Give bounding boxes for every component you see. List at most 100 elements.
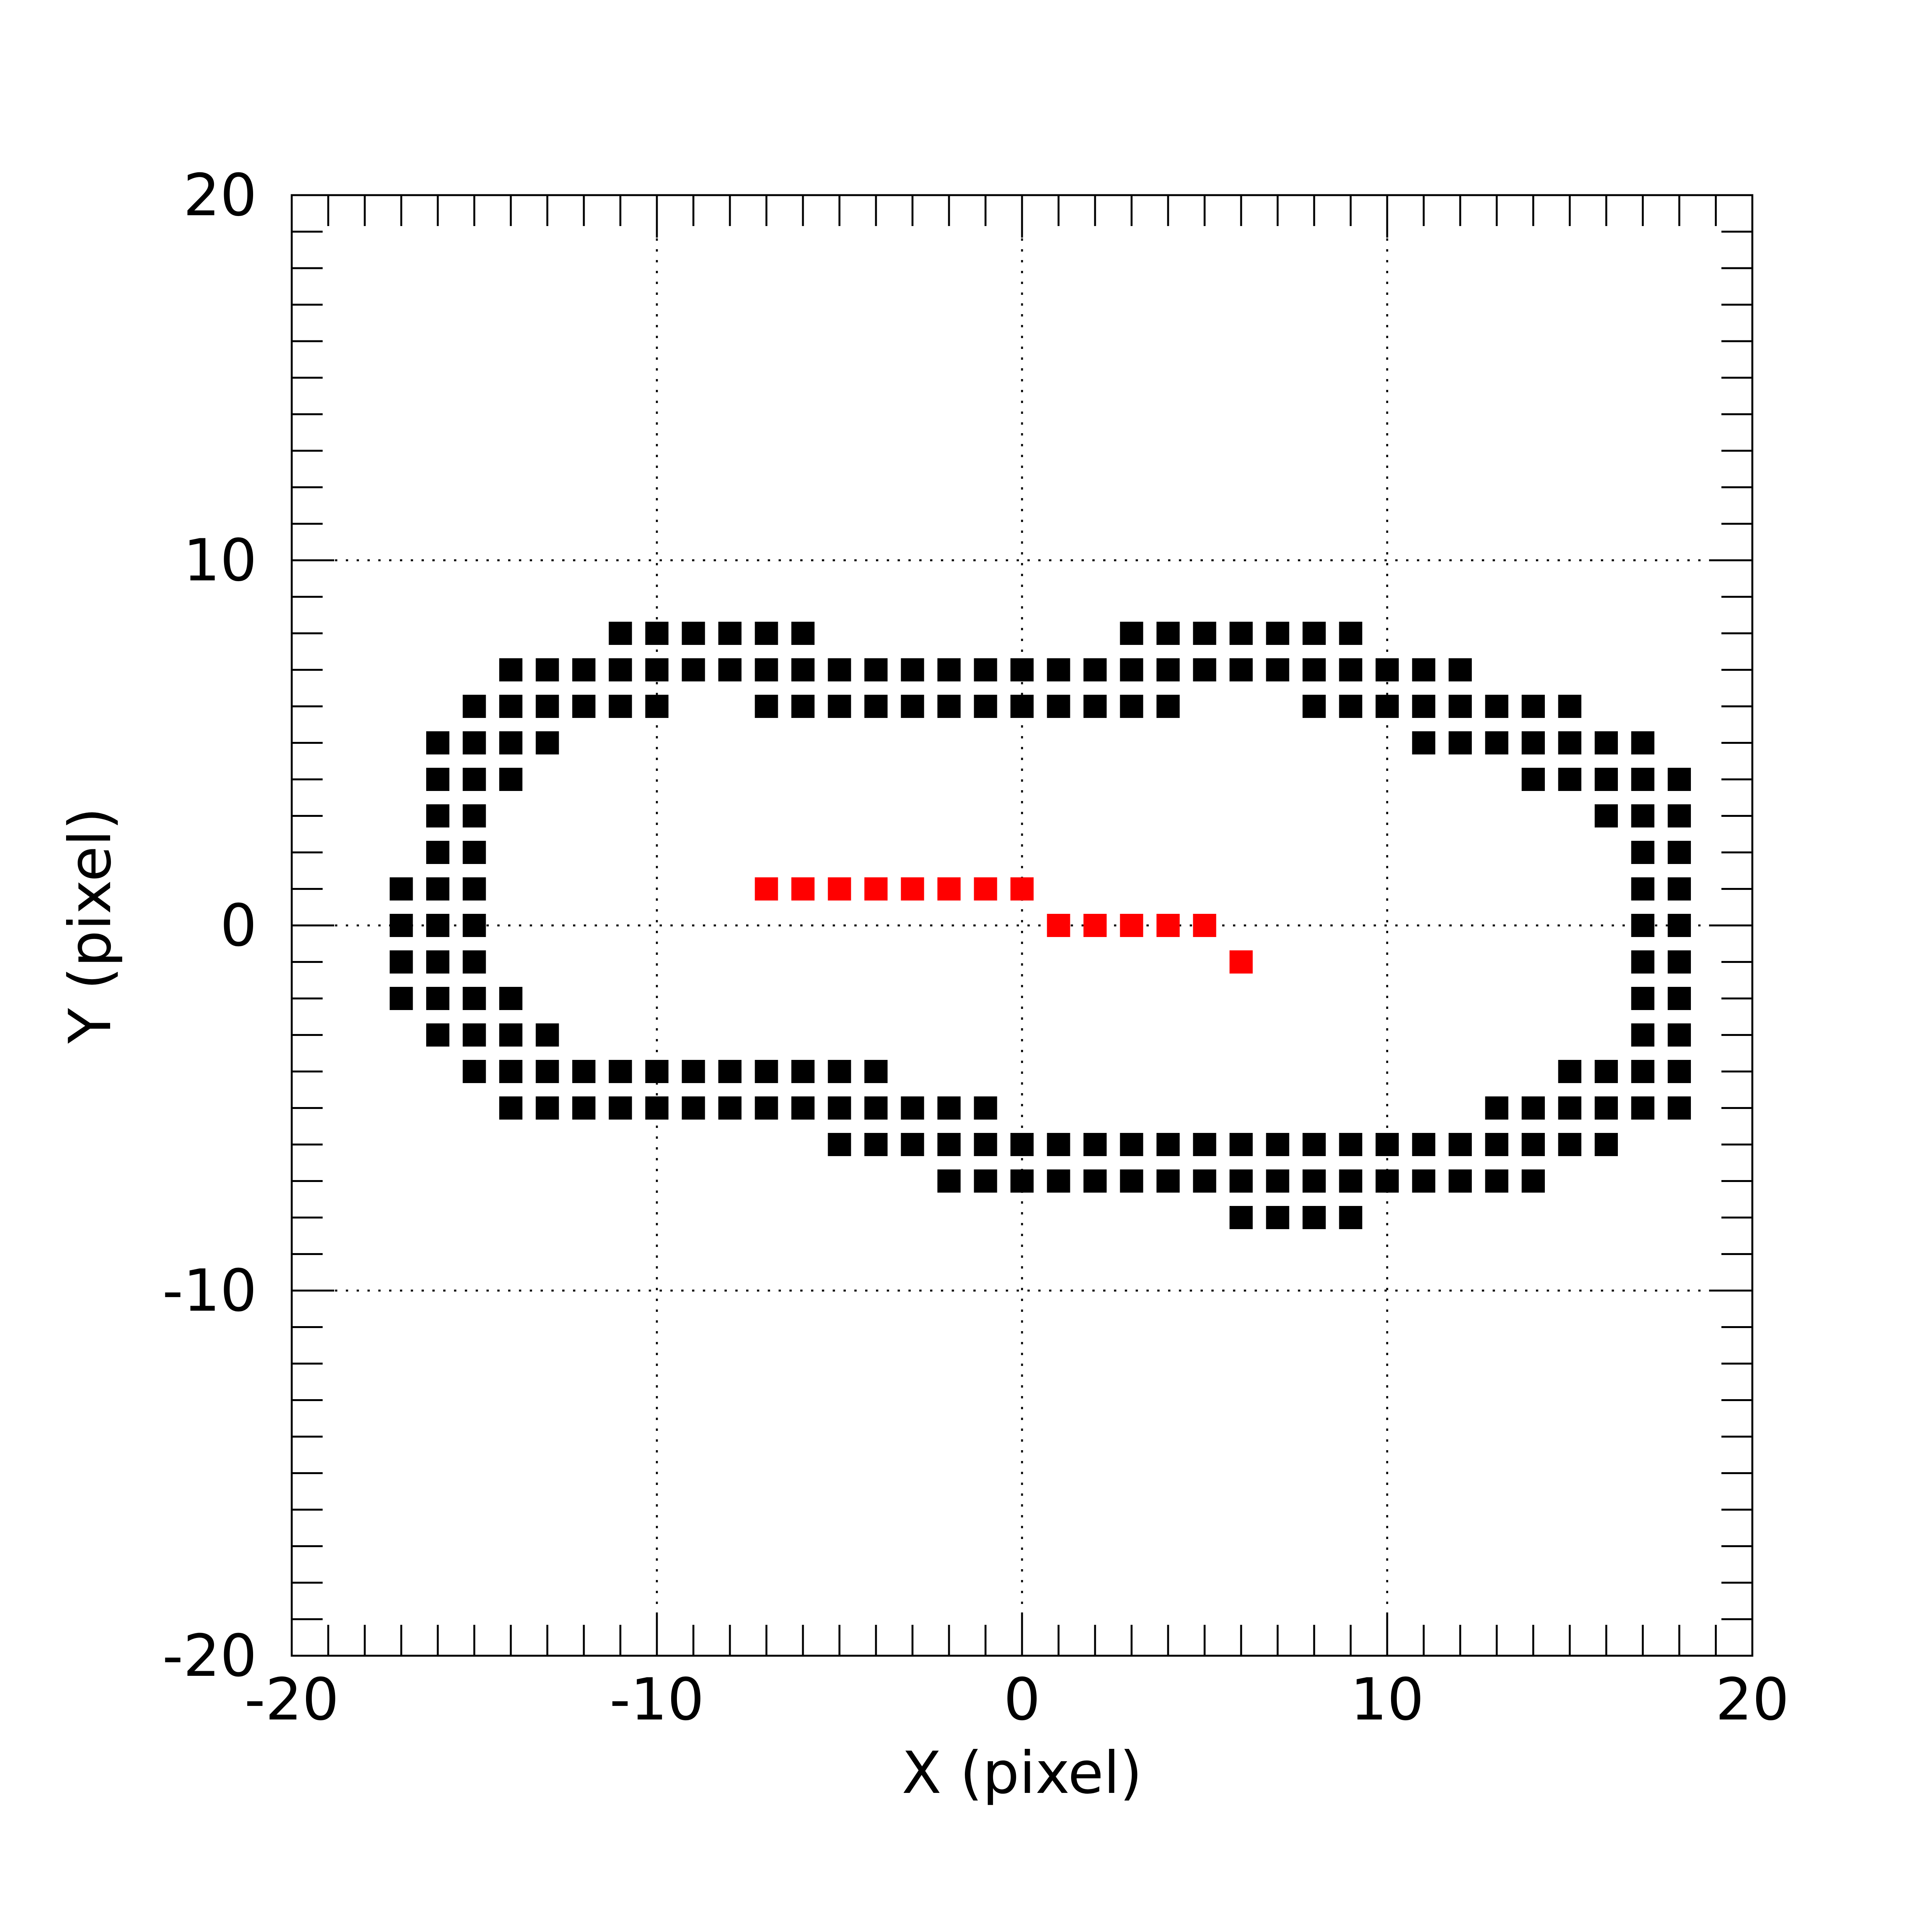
data-point bbox=[1120, 914, 1143, 937]
data-point bbox=[1156, 1133, 1180, 1156]
data-point bbox=[463, 1060, 486, 1083]
data-point bbox=[755, 622, 778, 645]
data-point bbox=[499, 695, 522, 718]
data-point bbox=[1595, 1096, 1618, 1120]
data-point bbox=[426, 1023, 449, 1047]
data-markers bbox=[389, 622, 1691, 1229]
data-point bbox=[389, 950, 413, 974]
data-point bbox=[1120, 622, 1143, 645]
data-point bbox=[828, 658, 851, 682]
data-point bbox=[937, 1169, 961, 1193]
plot-frame bbox=[291, 194, 1753, 1657]
data-point bbox=[1558, 1096, 1582, 1120]
data-point bbox=[1193, 914, 1216, 937]
data-point bbox=[1558, 731, 1582, 755]
data-point bbox=[1266, 1133, 1289, 1156]
y-tick-labels: -20 -10 0 10 20 bbox=[162, 162, 257, 1690]
data-point bbox=[426, 987, 449, 1010]
data-point bbox=[901, 695, 924, 718]
data-point bbox=[901, 658, 924, 682]
data-point bbox=[1558, 1060, 1582, 1083]
y-tick-label: 20 bbox=[183, 162, 257, 229]
data-point bbox=[463, 877, 486, 901]
data-point bbox=[1193, 1133, 1216, 1156]
data-point bbox=[1631, 950, 1655, 974]
data-point bbox=[1266, 1169, 1289, 1193]
data-point bbox=[463, 804, 486, 828]
data-point bbox=[1668, 804, 1691, 828]
y-axis-label: Y (pixel) bbox=[57, 807, 124, 1044]
data-point bbox=[536, 658, 559, 682]
data-point bbox=[1668, 950, 1691, 974]
data-point bbox=[718, 622, 742, 645]
data-point bbox=[1376, 1169, 1399, 1193]
data-point bbox=[389, 987, 413, 1010]
data-point bbox=[864, 1133, 888, 1156]
data-point bbox=[1522, 1133, 1545, 1156]
data-point bbox=[1047, 658, 1070, 682]
data-point bbox=[1230, 622, 1253, 645]
data-point bbox=[1449, 1133, 1472, 1156]
data-point bbox=[572, 1060, 595, 1083]
data-point bbox=[828, 1060, 851, 1083]
data-point bbox=[901, 1133, 924, 1156]
data-point bbox=[901, 1096, 924, 1120]
data-point bbox=[645, 622, 668, 645]
data-point bbox=[1412, 731, 1435, 755]
data-point bbox=[645, 1096, 668, 1120]
data-point bbox=[1339, 1133, 1362, 1156]
x-tick-label: 20 bbox=[1716, 1666, 1789, 1733]
data-point bbox=[1376, 1133, 1399, 1156]
data-point bbox=[1412, 1133, 1435, 1156]
data-point bbox=[1631, 841, 1655, 864]
data-point bbox=[499, 987, 522, 1010]
data-point bbox=[1449, 1169, 1472, 1193]
data-point bbox=[572, 695, 595, 718]
data-point bbox=[1193, 1169, 1216, 1193]
data-point bbox=[426, 804, 449, 828]
data-point bbox=[1595, 1133, 1618, 1156]
data-point bbox=[791, 695, 815, 718]
data-point bbox=[718, 1060, 742, 1083]
x-tick-label: 10 bbox=[1350, 1666, 1424, 1733]
data-point bbox=[609, 1060, 632, 1083]
data-point bbox=[1303, 658, 1326, 682]
data-point bbox=[1156, 914, 1180, 937]
data-point bbox=[463, 695, 486, 718]
data-point bbox=[1412, 1169, 1435, 1193]
data-point bbox=[389, 914, 413, 937]
data-point bbox=[1156, 1169, 1180, 1193]
data-point bbox=[426, 877, 449, 901]
data-point bbox=[1230, 950, 1253, 974]
data-point bbox=[1522, 695, 1545, 718]
data-point bbox=[1083, 658, 1107, 682]
data-point bbox=[1156, 658, 1180, 682]
data-point bbox=[645, 695, 668, 718]
data-point bbox=[1120, 1169, 1143, 1193]
data-point bbox=[1631, 731, 1655, 755]
data-point bbox=[426, 768, 449, 791]
data-point bbox=[755, 1096, 778, 1120]
data-point bbox=[1668, 768, 1691, 791]
data-point bbox=[499, 1060, 522, 1083]
data-point bbox=[682, 1060, 705, 1083]
x-tick-labels: -20 -10 0 10 20 bbox=[245, 1666, 1789, 1733]
data-point bbox=[974, 1096, 997, 1120]
data-point bbox=[1339, 695, 1362, 718]
data-point bbox=[791, 622, 815, 645]
data-point bbox=[901, 877, 924, 901]
data-point bbox=[1156, 695, 1180, 718]
x-tick-label: -10 bbox=[610, 1666, 704, 1733]
data-point bbox=[1449, 695, 1472, 718]
data-point bbox=[1668, 1023, 1691, 1047]
data-point bbox=[426, 731, 449, 755]
data-point bbox=[463, 841, 486, 864]
data-point bbox=[1010, 1169, 1034, 1193]
data-point bbox=[1010, 1133, 1034, 1156]
data-point bbox=[1083, 695, 1107, 718]
data-point bbox=[609, 658, 632, 682]
data-point bbox=[426, 950, 449, 974]
y-tick-label: -20 bbox=[162, 1622, 257, 1690]
